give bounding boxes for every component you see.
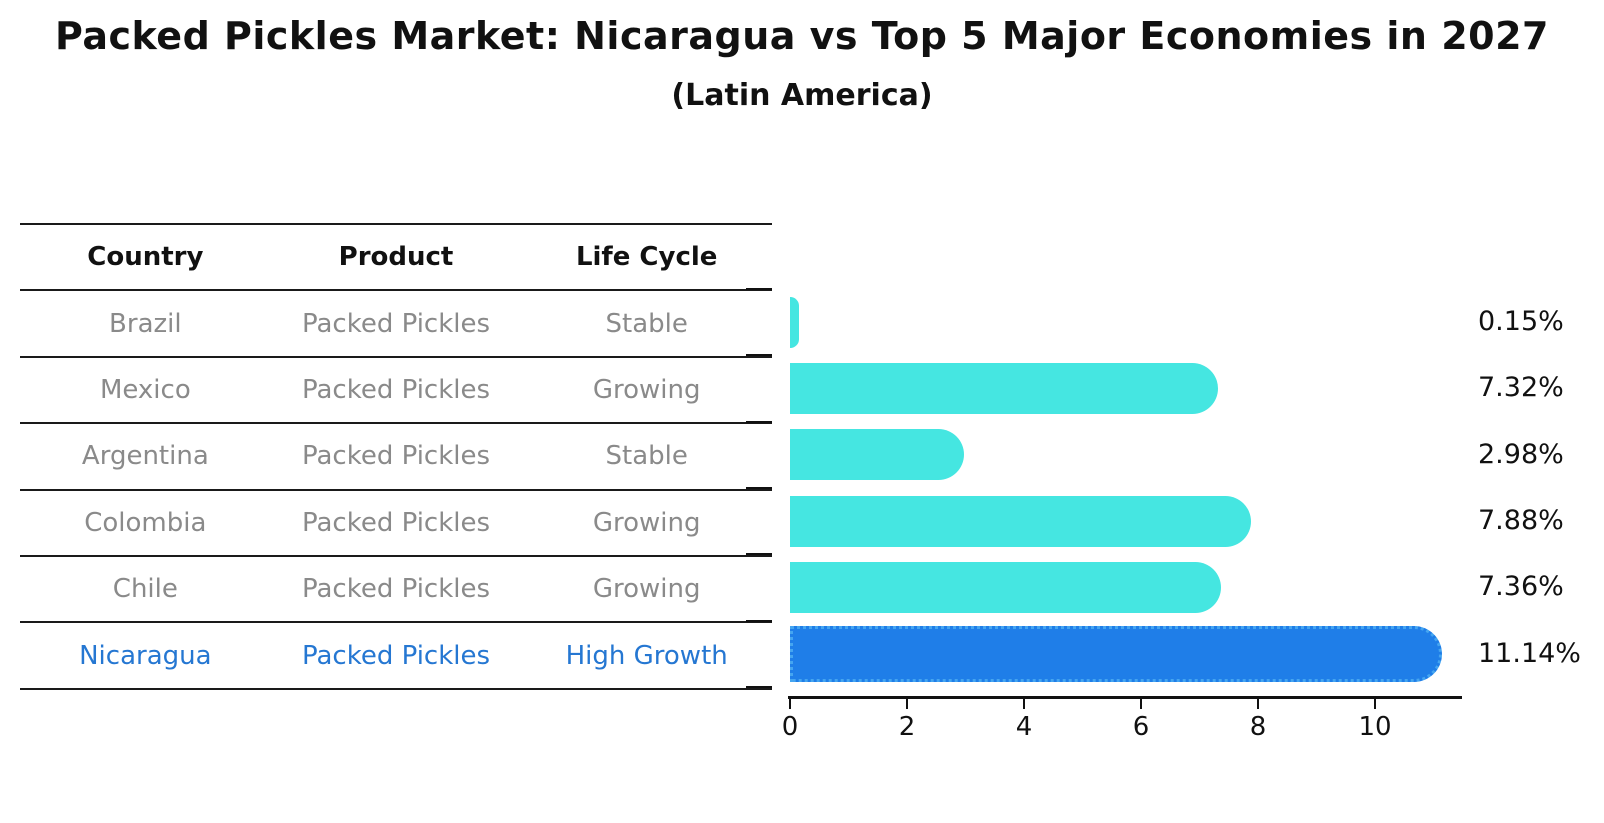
table-cell-country: Mexico bbox=[99, 374, 191, 405]
x-axis-tick bbox=[1374, 696, 1376, 709]
table-cell-country: Nicaragua bbox=[79, 640, 212, 671]
table-cell-country: Argentina bbox=[81, 441, 209, 472]
bar-value-label: 2.98% bbox=[1478, 438, 1564, 470]
table-header-cell: Product bbox=[338, 242, 454, 273]
x-axis-tick bbox=[1257, 696, 1259, 709]
table-row: Argentina Packed Pickles Stable bbox=[20, 424, 772, 491]
table-cell-life-cycle: Growing bbox=[592, 374, 701, 405]
y-axis-tick bbox=[746, 420, 772, 423]
table-cell-life-cycle: Growing bbox=[592, 574, 701, 605]
page-title: Packed Pickles Market: Nicaragua vs Top … bbox=[55, 14, 1549, 58]
table-cell-product: Packed Pickles bbox=[301, 640, 491, 671]
y-axis-tick bbox=[746, 619, 772, 622]
table-row: Chile Packed Pickles Growing bbox=[20, 557, 772, 624]
x-axis-tick bbox=[906, 696, 908, 709]
table-header-cell: Country bbox=[87, 242, 204, 273]
table-cell-country: Colombia bbox=[84, 507, 207, 538]
table-cell-product: Packed Pickles bbox=[301, 308, 491, 339]
bar-colombia bbox=[790, 495, 1251, 547]
bar-nicaragua bbox=[790, 625, 1442, 682]
table-cell-life-cycle: Stable bbox=[605, 441, 688, 472]
table-cell-product: Packed Pickles bbox=[301, 441, 491, 472]
table-cell-life-cycle: High Growth bbox=[565, 640, 728, 671]
x-axis-line bbox=[788, 696, 1462, 699]
y-axis-tick bbox=[746, 354, 772, 357]
x-axis-tick-label: 4 bbox=[1015, 712, 1033, 742]
x-axis-tick-label: 0 bbox=[781, 712, 799, 742]
x-axis-tick bbox=[789, 696, 791, 709]
table-cell-product: Packed Pickles bbox=[301, 507, 491, 538]
bar-value-label: 7.36% bbox=[1478, 571, 1564, 603]
table-cell-product: Packed Pickles bbox=[301, 574, 491, 605]
y-axis-tick bbox=[746, 685, 772, 688]
table-cell-product: Packed Pickles bbox=[301, 374, 491, 405]
bar-brazil bbox=[790, 296, 799, 348]
x-axis-tick-label: 10 bbox=[1358, 712, 1392, 742]
table-cell-life-cycle: Stable bbox=[605, 308, 688, 339]
bar-chile bbox=[790, 561, 1221, 613]
bar-mexico bbox=[790, 362, 1219, 414]
table-row: Brazil Packed Pickles Stable bbox=[20, 291, 772, 358]
table-cell-life-cycle: Growing bbox=[592, 507, 701, 538]
table-row: Nicaragua Packed Pickles High Growth bbox=[20, 623, 772, 690]
page-subtitle: (Latin America) bbox=[671, 78, 933, 113]
comparison-table: Country Product Life Cycle Brazil Packed Pic… bbox=[20, 223, 772, 690]
table-row: Colombia Packed Pickles Growing bbox=[20, 491, 772, 557]
x-axis-tick-label: 8 bbox=[1249, 712, 1267, 742]
table-cell-country: Brazil bbox=[109, 308, 182, 339]
x-axis-tick bbox=[1140, 696, 1142, 709]
bar-value-label: 0.15% bbox=[1478, 306, 1564, 338]
table-cell-country: Chile bbox=[112, 574, 178, 605]
bar-value-label: 11.14% bbox=[1478, 637, 1581, 669]
bar-value-label: 7.88% bbox=[1478, 505, 1564, 537]
bar-argentina bbox=[790, 429, 965, 481]
y-axis-tick bbox=[746, 553, 772, 556]
y-axis-tick bbox=[746, 486, 772, 489]
table-row: Mexico Packed Pickles Growing bbox=[20, 358, 772, 425]
x-axis-tick bbox=[1023, 696, 1025, 709]
table-header-cell: Life Cycle bbox=[575, 242, 718, 273]
x-axis-tick-label: 2 bbox=[898, 712, 916, 742]
y-axis-tick bbox=[746, 288, 772, 290]
table-header-row: Country Product Life Cycle bbox=[20, 223, 772, 292]
bar-value-label: 7.32% bbox=[1478, 372, 1564, 404]
x-axis-tick-label: 6 bbox=[1132, 712, 1150, 742]
